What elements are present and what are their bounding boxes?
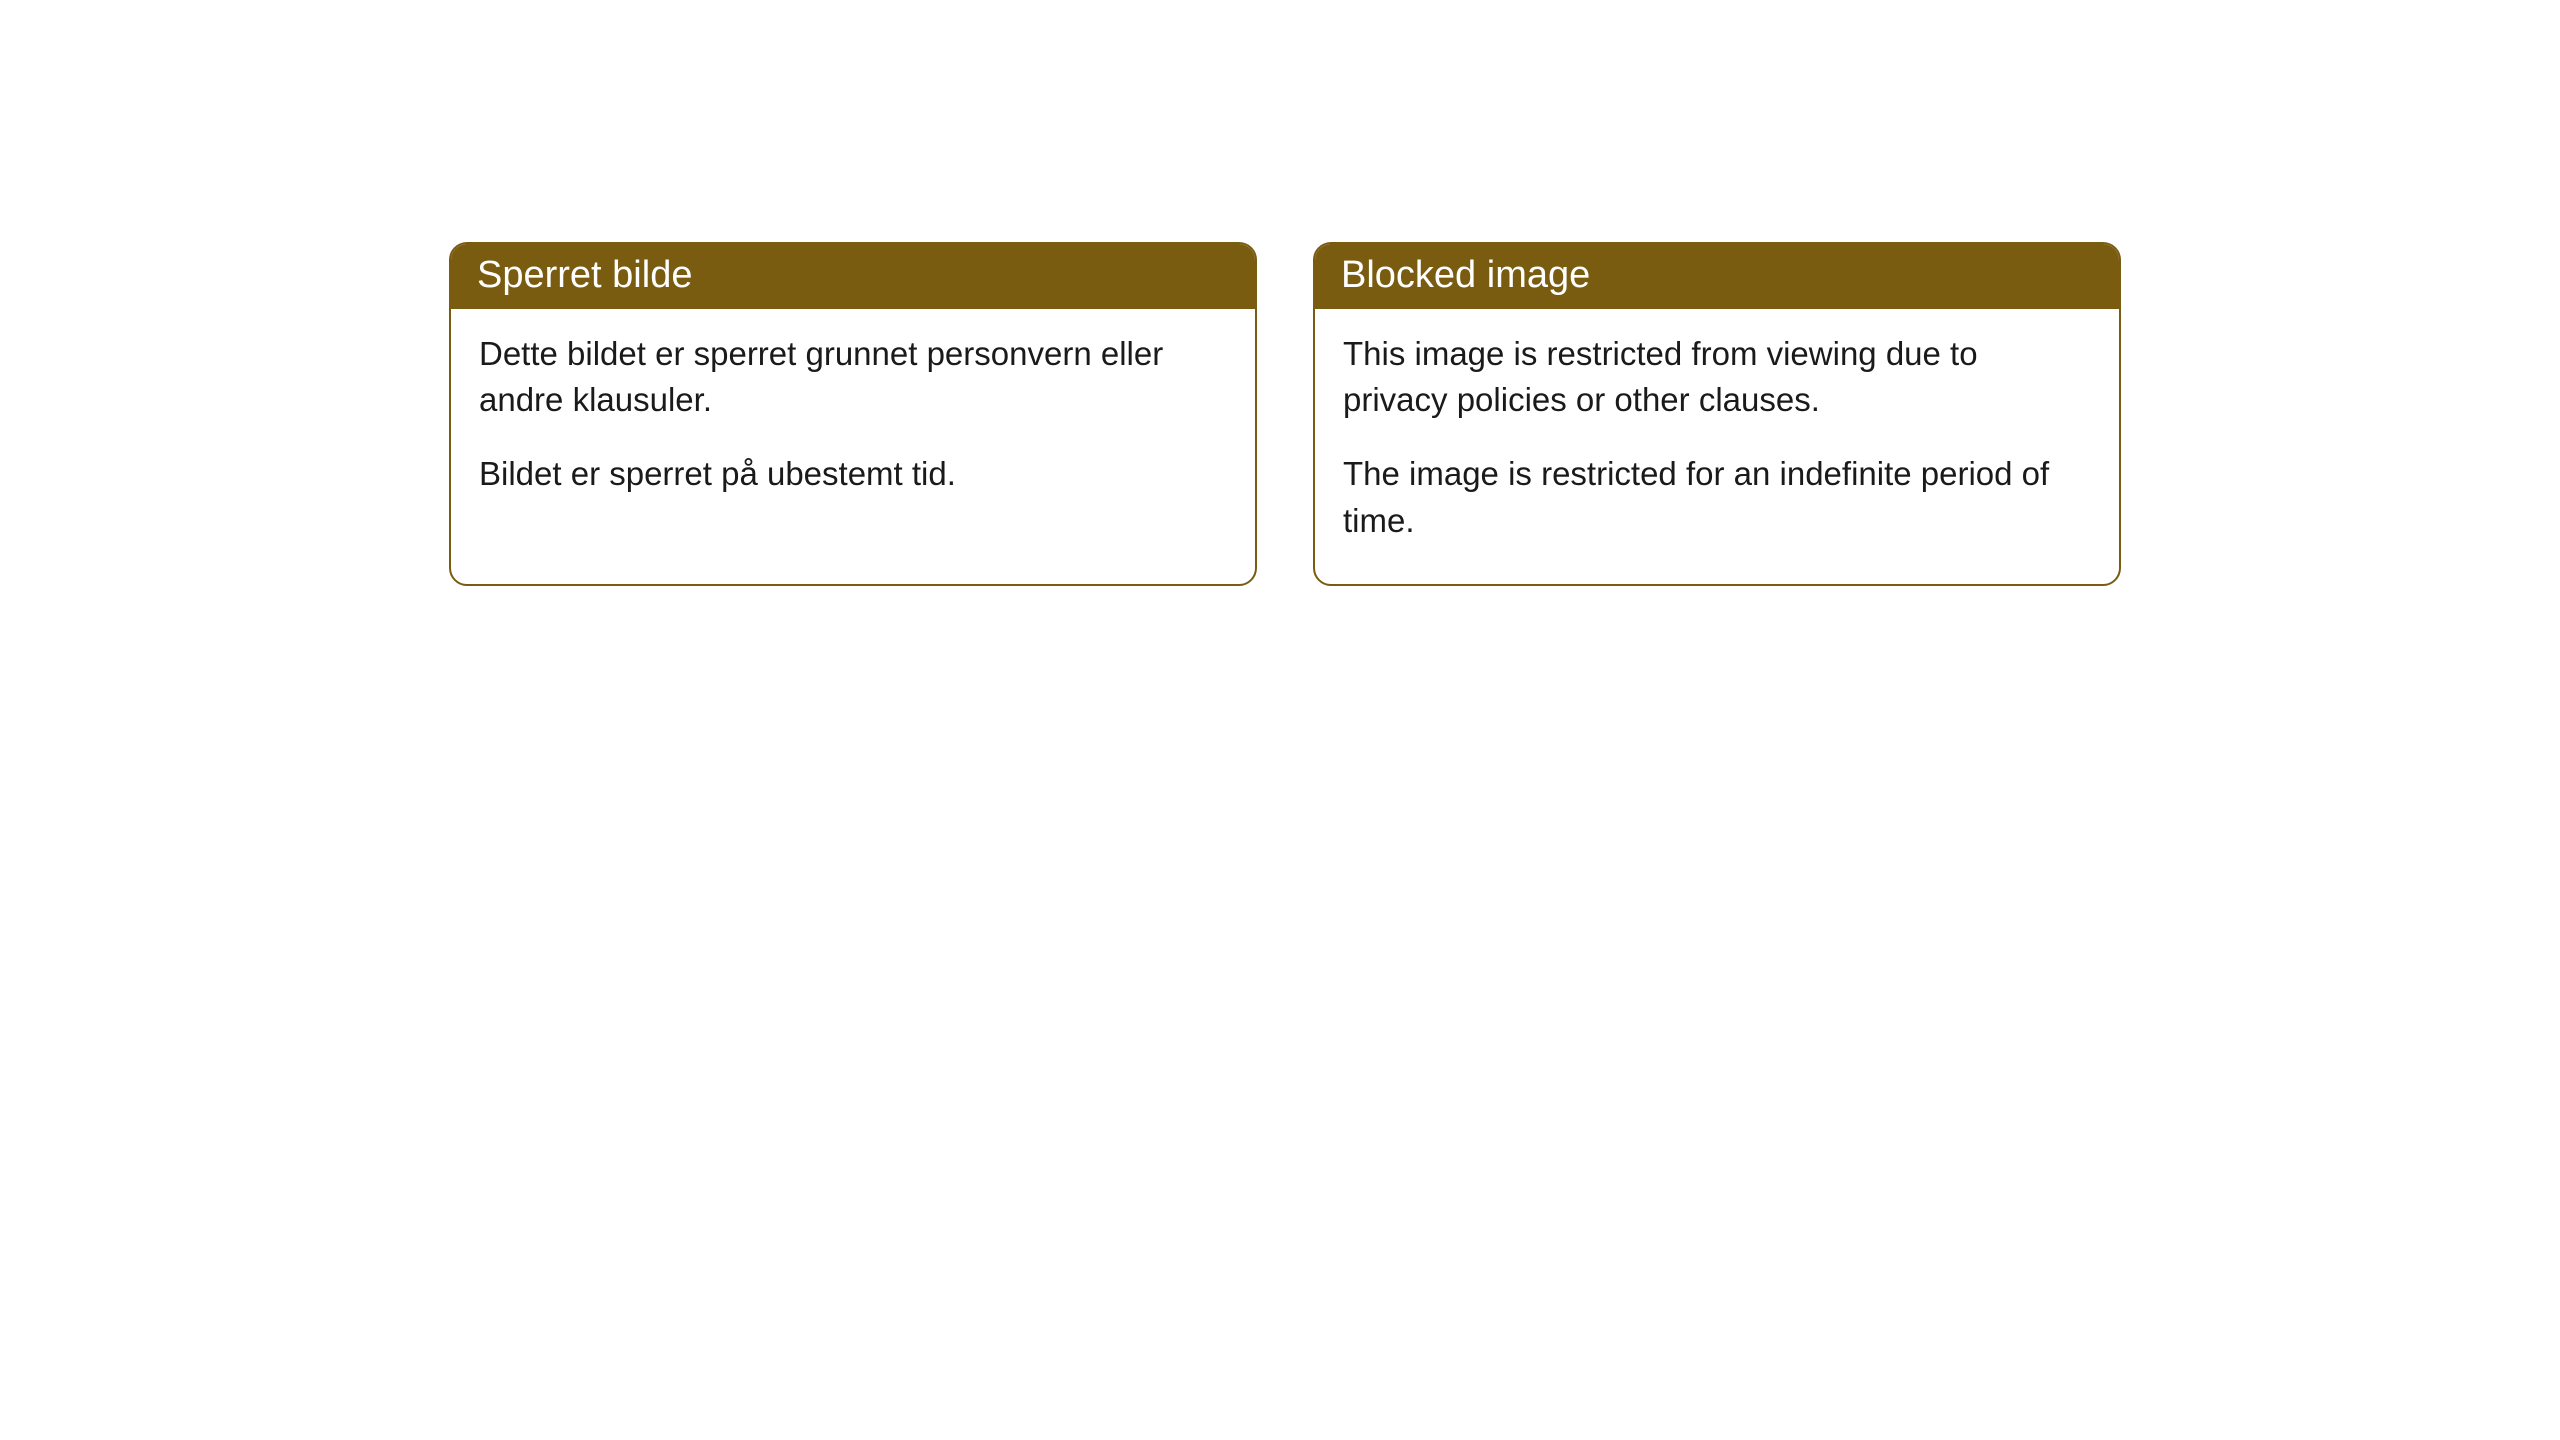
card-paragraph: Dette bildet er sperret grunnet personve… — [479, 331, 1227, 423]
card-header: Sperret bilde — [451, 244, 1255, 309]
card-header: Blocked image — [1315, 244, 2119, 309]
notice-cards-container: Sperret bilde Dette bildet er sperret gr… — [449, 242, 2121, 586]
notice-card-norwegian: Sperret bilde Dette bildet er sperret gr… — [449, 242, 1257, 586]
card-body: Dette bildet er sperret grunnet personve… — [451, 309, 1255, 538]
card-paragraph: The image is restricted for an indefinit… — [1343, 451, 2091, 543]
card-paragraph: This image is restricted from viewing du… — [1343, 331, 2091, 423]
notice-card-english: Blocked image This image is restricted f… — [1313, 242, 2121, 586]
card-paragraph: Bildet er sperret på ubestemt tid. — [479, 451, 1227, 497]
card-body: This image is restricted from viewing du… — [1315, 309, 2119, 584]
